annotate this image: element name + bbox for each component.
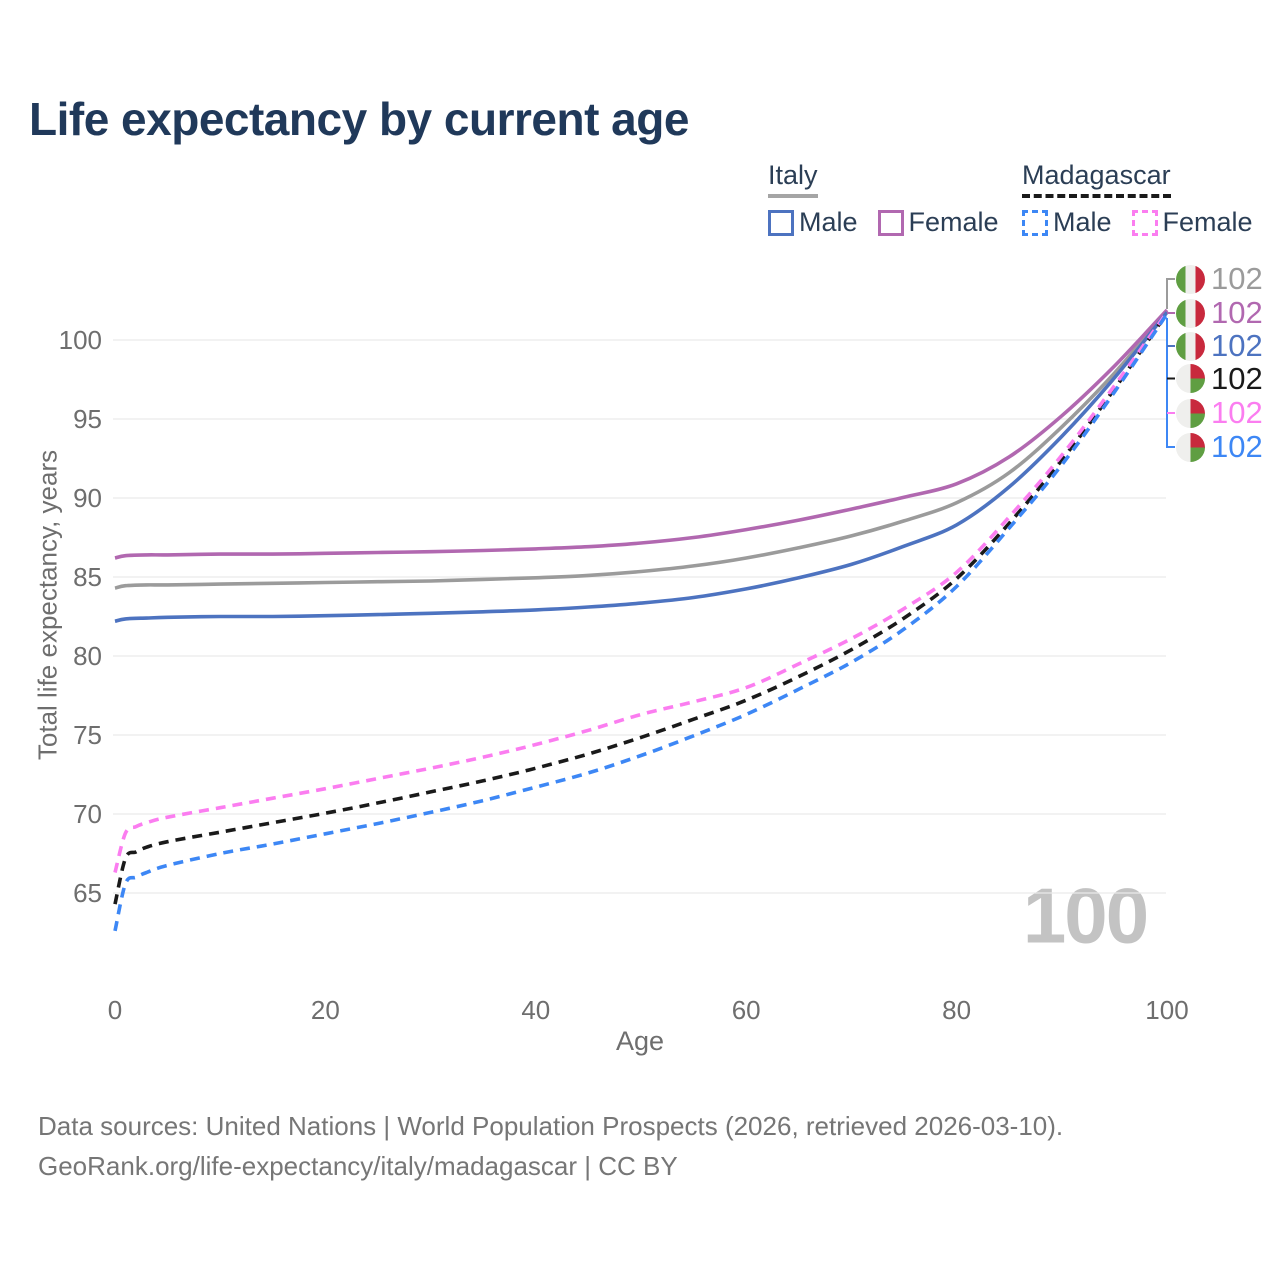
x-tick-label-80: 80 — [942, 995, 972, 1025]
y-tick-label-65: 65 — [73, 878, 102, 908]
series-line-italy-both[interactable] — [114, 310, 1169, 590]
end-label-value-madagascar-both: 102 — [1211, 360, 1263, 396]
legend-country-italy[interactable]: Italy — [768, 160, 818, 198]
x-axis-title: Age — [615, 1026, 665, 1056]
legend-label-italy-male: Male — [799, 207, 858, 237]
madagascar-flag-icon — [1176, 364, 1205, 393]
legend-swatch-italy-male-icon — [768, 209, 794, 236]
x-tick-label-0: 0 — [107, 995, 123, 1025]
footer-data-sources: Data sources: United Nations | World Pop… — [38, 1111, 1064, 1141]
y-tick-label-80: 80 — [73, 641, 102, 671]
end-label-connector-2 — [1166, 318, 1175, 448]
watermark-age-counter: 100 — [1022, 871, 1149, 960]
series-line-madagascar-female[interactable] — [113, 311, 1169, 873]
y-tick-label-100: 100 — [58, 325, 102, 355]
end-label-value-madagascar-male: 102 — [1211, 429, 1263, 464]
chart-title: Life expectancy by current age — [29, 93, 689, 145]
legend-item-italy-female[interactable]: Female — [877, 207, 999, 238]
legend-label-madagascar-male: Male — [1053, 207, 1112, 237]
series-line-italy-male[interactable] — [114, 311, 1169, 623]
end-label-value-italy-both: 102 — [1211, 261, 1263, 296]
x-tick-label-100: 100 — [1145, 995, 1189, 1025]
italy-flag-icon — [1176, 264, 1205, 294]
footer-attribution-link: GeoRank.org/life-expectancy/italy/madaga… — [38, 1151, 678, 1181]
end-label-connector-0 — [1166, 278, 1175, 309]
y-tick-label-70: 70 — [73, 799, 102, 829]
footer: Data sources: United Nations | World Pop… — [38, 1106, 1063, 1186]
end-label-value-italy-male: 102 — [1211, 328, 1263, 363]
italy-flag-icon — [1176, 298, 1205, 328]
end-label-italy-male: 102 — [1176, 328, 1263, 363]
x-tick-label-20: 20 — [310, 995, 340, 1025]
legend-label-italy-female: Female — [908, 207, 999, 237]
legend-swatch-italy-female-icon — [877, 209, 904, 236]
end-label-italy-both: 102 — [1176, 261, 1263, 296]
legend-row-italy: Male Female — [768, 207, 999, 238]
end-label-madagascar-both: 102 — [1176, 360, 1263, 396]
legend-swatch-madagascar-female-icon — [1131, 209, 1158, 236]
legend-group-italy: Italy Male Female — [768, 160, 999, 238]
madagascar-flag-icon — [1176, 398, 1205, 428]
legend-swatch-madagascar-male-icon — [1022, 209, 1048, 236]
italy-flag-icon — [1176, 331, 1205, 361]
legend-item-madagascar-female[interactable]: Female — [1131, 207, 1253, 238]
end-label-italy-female: 102 — [1176, 295, 1263, 330]
y-tick-label-90: 90 — [73, 483, 102, 513]
legend-item-madagascar-male[interactable]: Male — [1022, 207, 1112, 238]
legend-group-madagascar: Madagascar Male Female — [1022, 160, 1253, 238]
legend-label-madagascar-female: Female — [1162, 207, 1253, 237]
x-tick-label-60: 60 — [731, 995, 761, 1025]
series-line-italy-female[interactable] — [114, 308, 1169, 560]
series-line-madagascar-male[interactable] — [113, 312, 1169, 932]
end-label-madagascar-female: 102 — [1176, 395, 1263, 430]
end-label-madagascar-male: 102 — [1176, 429, 1263, 464]
x-tick-label-40: 40 — [521, 995, 551, 1025]
series-line-madagascar-both[interactable] — [113, 312, 1169, 905]
end-label-value-madagascar-female: 102 — [1211, 395, 1263, 430]
y-tick-label-85: 85 — [73, 562, 102, 592]
legend-country-madagascar[interactable]: Madagascar — [1022, 160, 1171, 198]
y-tick-label-95: 95 — [73, 404, 102, 434]
y-tick-label-75: 75 — [73, 720, 102, 750]
legend-item-italy-male[interactable]: Male — [768, 207, 858, 238]
end-label-value-italy-female: 102 — [1211, 295, 1263, 330]
legend-row-madagascar: Male Female — [1022, 207, 1253, 238]
madagascar-flag-icon — [1176, 432, 1205, 462]
